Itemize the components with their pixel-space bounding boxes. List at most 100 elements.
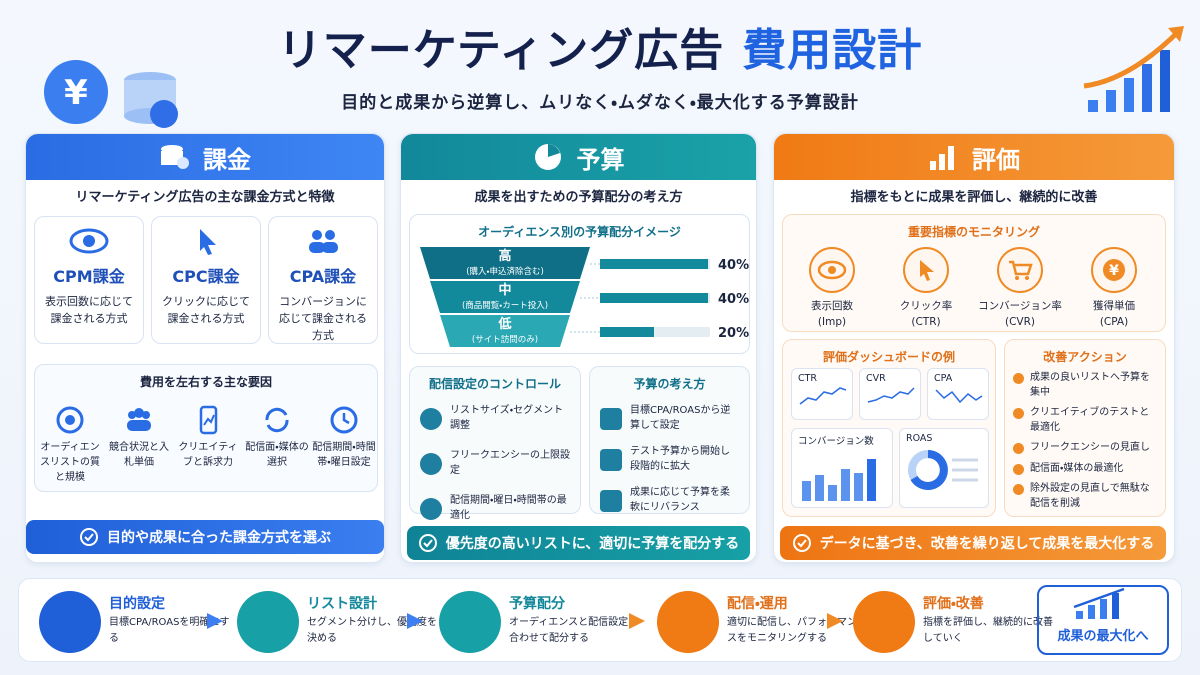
conclusion: 優先度の高いリストに、適切に予算を配分する [407,526,750,560]
step-title: 配信・運用 [727,596,788,612]
bar-track [600,327,710,337]
conclusion-text: 優先度の高いリストに、適切に予算を配分する [445,536,740,552]
section-header: 課金 [26,134,384,180]
icon [1073,587,1125,619]
conclusion-text: データに基づき、改善を繰り返して成果を最大化する [819,536,1155,552]
flow-step: 評価・改善 指標を評価し、継続的に改善していく [853,587,1053,655]
arrow [827,613,843,629]
bullet [1013,463,1024,475]
title: リマーケティング広告 費用設計 [0,14,1200,78]
method-card: CPM課金 表示回数に応じて課金される方式 [34,216,144,344]
action: 成果の良いリストへ予算を集中 [1013,371,1157,400]
action-text: 除外設定の見直しで無駄な配信を削減 [1030,483,1150,509]
svg-text:¥: ¥ [1109,263,1119,279]
dashboard-panel: CPA [927,368,989,420]
box-title: オーディエンス別の予算配分イメージ [478,225,681,239]
value-label: 40% [718,292,749,307]
bullet [1013,408,1024,419]
method-name: CPC課金 [172,267,240,286]
section-title: 予算 [576,145,625,174]
method-card: CPA課金コンバージョンに応じて課金される方式 [268,216,378,344]
tier-label: 低 [497,316,511,332]
icon [439,591,501,653]
tier-label: 高 [498,248,511,264]
action-text: フリークエンシーの見直し [1030,442,1150,453]
item-text: リストサイズ・セグメント調整 [450,405,564,431]
header-chart-icon [1083,26,1184,112]
tier-note: (サイト訪問のみ) [472,334,538,345]
box-title: 配信設定のコントロール [428,377,561,391]
dashboard-box: 評価ダッシュボードの例 CTR CVR CPA コンバージョン数 ROAS [782,339,996,517]
dashboard-panel: ROAS [899,428,989,508]
kpi-box: 重要指標のモニタリング 表示回数 (Imp) クリック率 (CTR) コンバージョン… [782,214,1166,332]
control-item: リストサイズ・セグメント調整 [420,404,570,433]
icon [56,406,84,434]
step-title: リスト設計 [307,596,377,612]
bar [600,259,708,269]
goal-text: 成果の最大化へ [1057,629,1149,644]
factor-label: 配信期間・時間帯・曜日設定 [312,442,376,468]
section-subtitle: 指標をもとに成果を評価し、継続的に改善 [850,190,1098,205]
method-desc: コンバージョンに応じて課金される方式 [279,295,367,343]
title-accent: 費用設計 [742,25,923,76]
icon [418,534,437,552]
icon [792,534,811,552]
method-desc: 表示回数に応じて課金される方式 [45,295,133,326]
step-desc: 指標を評価し、継続的に改善していく [923,617,1053,644]
factor-label: 競合状況と入札単価 [109,442,169,468]
item-text: フリークエンシーの上限設定 [450,450,570,476]
icon [600,407,622,430]
dashboard-panel: CTR [791,368,853,420]
method-desc: クリックに応じて課金される方式 [162,295,250,326]
section-title: 課金 [203,145,251,174]
funnel-tier [430,281,580,313]
factor: オーディエンスリストの質と規模 [37,405,103,485]
icon [161,145,189,169]
value-label: 40% [718,258,749,273]
icon [809,247,855,293]
icon [200,229,216,255]
action-text: 配信面・媒体の最適化 [1030,462,1124,474]
method-name: CPA課金 [289,267,357,286]
control-item: フリークエンシーの上限設定 [420,449,570,478]
tier-note: (購入・申込済除含む) [466,266,544,277]
step-desc: オーディエンスと配信設定に合わせて配分する [509,617,639,644]
icon [39,591,101,653]
icon [127,408,151,431]
thinking-item: テスト予算から開始し段階的に拡大 [600,445,739,474]
section-title: 評価 [972,145,1020,174]
icon [657,591,719,653]
section-billing: 課金 リマーケティング広告の主な課金方式と特徴 CPM課金 表示回数に応じて課金さ… [25,133,385,563]
panel-label: ROAS [906,433,933,444]
control-box: 配信設定のコントロール リストサイズ・セグメント調整 フリークエンシーの上限設定… [409,366,581,521]
control-item: 配信期間・曜日・時間帯の最適化 [420,494,570,523]
panel-label: CVR [866,373,886,384]
bullet [1013,443,1024,454]
action: フリークエンシーの見直し [1013,441,1157,456]
section-budget: 予算 成果を出すための予算配分の考え方 オーディエンス別の予算配分イメージ 高 (… [400,133,757,563]
kpi: 表示回数 (Imp) [787,247,877,331]
action-text: 成果の良いリストへ予算を集中 [1030,372,1150,398]
bullet [1013,484,1024,495]
icon [600,489,622,512]
icon [199,405,218,435]
bar [600,327,654,337]
item-text: 目標CPA/ROASから逆算して設定 [630,405,731,431]
step-title: 予算配分 [509,596,565,612]
header-icon: ¥ [44,60,178,128]
flow-step: 予算配分オーディエンスと配信設定に合わせて配分する [439,587,638,655]
icon [903,247,949,293]
kpi: クリック率 (CTR) [881,247,971,331]
factor-label: クリエイティブと訴求力 [178,442,238,468]
icon [420,452,442,475]
factors-box: 費用を左右する主な要因 オーディエンスリストの質と規模 競合状況と入札単価 クリ… [34,364,378,492]
item-text: テスト予算から開始し段階的に拡大 [630,446,730,472]
bar [600,293,708,303]
allocation-chart: 高 (購入・申込済除含む) 40% 中 (商品閲覧・カート投入) 40% 低 (サイト訪問のみ… [420,247,749,347]
step-desc: 適切に配信し、パフォーマンスをモニタリングする [727,617,857,644]
allocation-box: オーディエンス別の予算配分イメージ 高 (購入・申込済除含む) 40% 中 (商品閲覧・… [409,214,750,354]
step-desc: 目標CPA/ROASを明確にする [109,617,230,644]
arrow [629,613,645,629]
tier-label: 中 [498,282,511,298]
